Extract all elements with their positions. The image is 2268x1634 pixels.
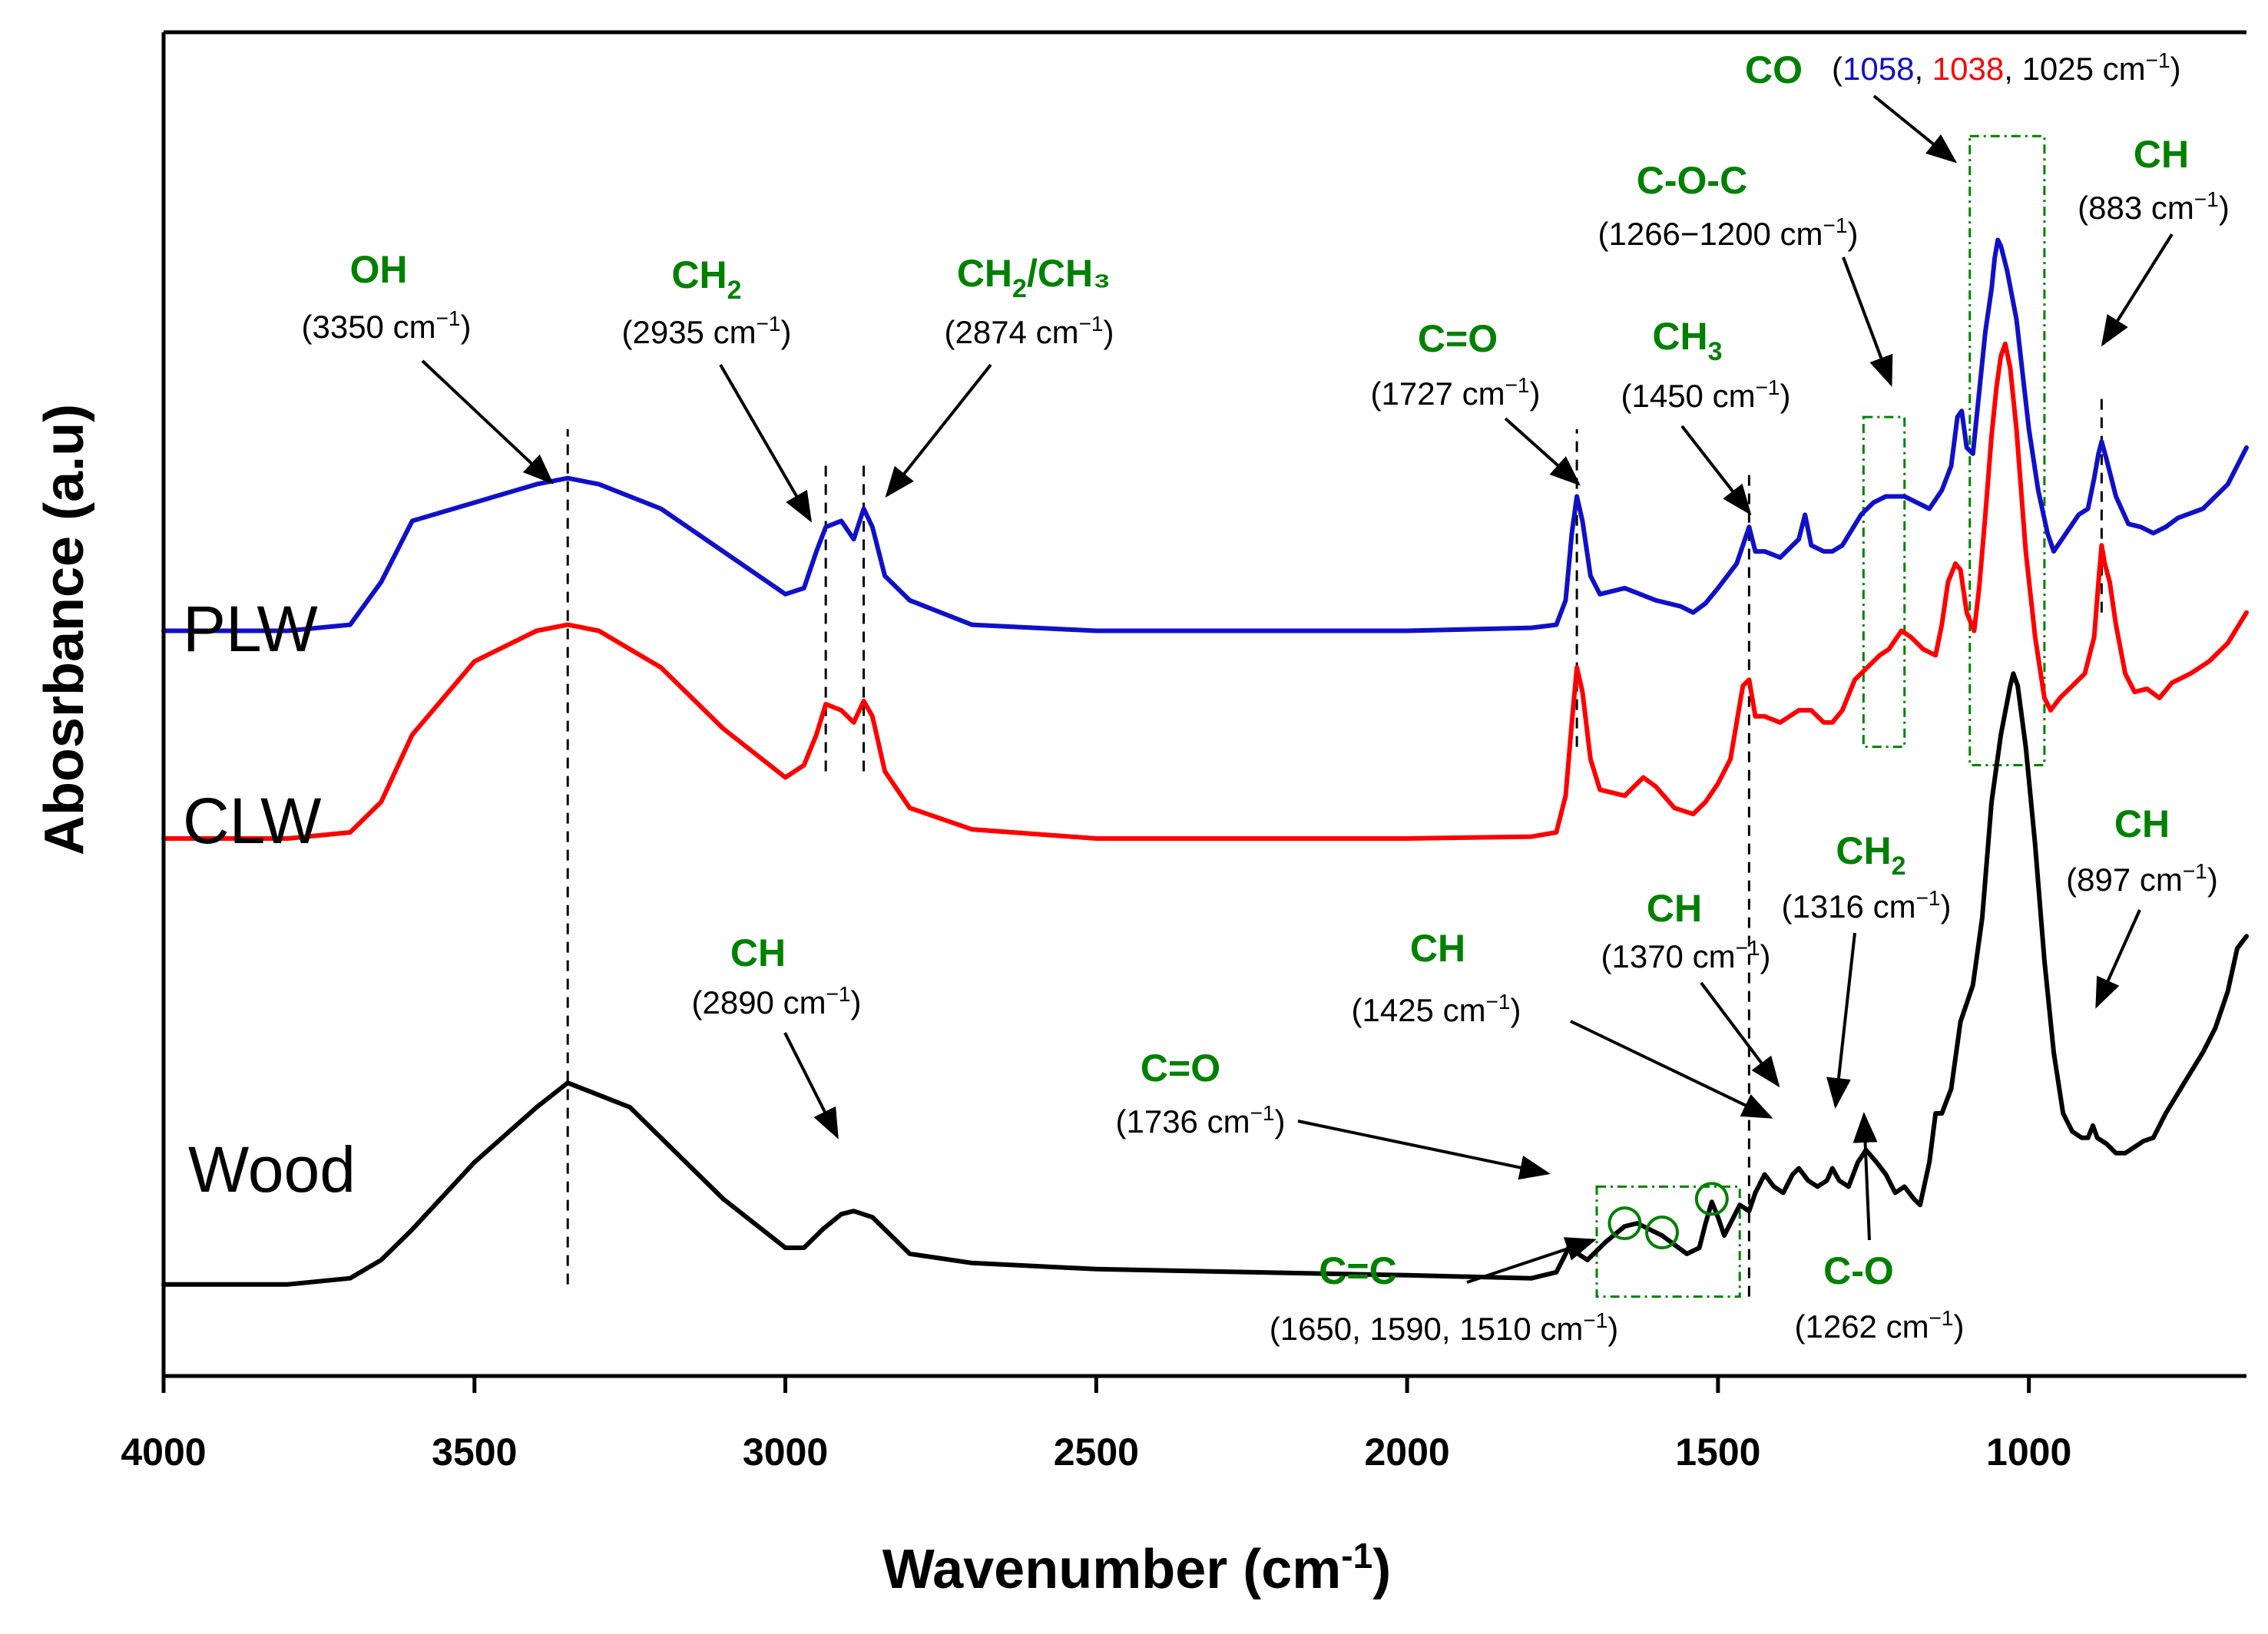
annotation-wavenumber: (1450 cm−1) [1621,375,1790,414]
annotation-wavenumber: (1370 cm−1) [1601,936,1770,974]
annotation-group-label: CH [1647,887,1702,930]
annotation-wavenumber: (1266−1200 cm−1) [1598,213,1859,252]
annotation-wavenumber: (2874 cm−1) [944,312,1114,350]
y-axis-title: Abosrbance (a.u) [34,404,95,855]
x-axis-ticks: 4000 3500 3000 2500 2000 1500 1000 [121,1376,2071,1474]
x-tick-label: 2000 [1364,1431,1449,1474]
annotation-wavenumber: (1425 cm−1) [1351,990,1521,1028]
x-tick-label: 1500 [1675,1431,1760,1474]
annotation-arrow [1504,417,1581,486]
annotation-arrow [1826,932,1856,1109]
highlight-box [1595,1185,1741,1298]
x-tick-label: 2500 [1054,1431,1139,1474]
peak-annotation: OH (3350 cm−1) [301,248,554,485]
peak-circle [1645,1216,1680,1250]
annotation-arrow [1842,256,1893,387]
co-annotation: CO (1058, 1038, 1025 cm−1) [1745,48,2181,164]
annotation-wavenumber: (1262 cm−1) [1794,1306,1964,1345]
annotation-group-label: CH [2114,802,2170,845]
annotation-arrow [421,359,554,485]
series-label-clw: CLW [183,785,321,857]
annotation-wavenumber: (883 cm−1) [2078,187,2230,226]
annotation-arrow [1466,1237,1597,1284]
peak-circle-layer [1607,1182,1729,1250]
annotation-group-label: OH [350,248,408,291]
annotation-group-label: CH [1410,927,1465,970]
annotation-group-label: C=O [1418,317,1498,360]
peak-annotation: CH2/CH₃ (2874 cm−1) [885,252,1114,498]
annotation-wavenumber: (3350 cm−1) [301,306,471,345]
annotation-group-label: CH [730,931,786,974]
annotation-layer: OH (3350 cm−1) CH2 (2935 cm−1) CH2/CH₃ (2874 … [301,48,2229,1347]
annotation-group-label: CH2 [1836,829,1905,881]
peak-circle [1607,1206,1642,1241]
annotation-arrow [719,363,813,523]
annotation-group-label: CH2 [671,253,741,305]
highlight-box [1862,415,1906,749]
annotation-group-label: CH2/CH₃ [957,252,1111,303]
annotation-wavenumber: (1736 cm−1) [1115,1101,1285,1140]
annotation-group-label: C-O [1823,1249,1894,1292]
annotation-group-label: C-O-C [1637,159,1747,202]
peak-annotation: C=O (1727 cm−1) [1370,317,1581,486]
annotation-wavenumber: (2935 cm−1) [621,312,791,350]
peak-annotation: C=O (1736 cm−1) [1115,1047,1551,1180]
peak-annotation: CH2 (2935 cm−1) [621,253,813,523]
series-line-wood [161,671,2249,1287]
annotation-arrow [885,363,992,498]
peak-annotation: CH (883 cm−1) [2078,133,2230,347]
series-line-plw [161,237,2249,633]
annotation-arrow [1680,425,1752,516]
peak-annotation: C-O-C (1266−1200 cm−1) [1598,159,1893,387]
annotation-wavenumber: (2890 cm−1) [691,982,861,1020]
annotation-arrow [783,1032,839,1140]
peak-annotation: C-O (1262 cm−1) [1794,1112,1965,1345]
annotation-wavenumber: (1650, 1590, 1510 cm−1) [1270,1308,1619,1347]
peak-annotation: CH3 (1450 cm−1) [1621,315,1791,516]
x-tick-label: 1000 [1986,1431,2071,1474]
x-tick-label: 4000 [121,1431,206,1474]
annotation-arrow [2101,233,2174,347]
series-layer [161,237,2249,1287]
annotation-wavenumber: (897 cm−1) [2066,859,2218,898]
annotation-arrow [1700,981,1780,1088]
annotation-wavenumber: (1727 cm−1) [1370,373,1540,412]
peak-annotation: CH (897 cm−1) [2066,802,2218,1009]
x-tick-label: 3500 [432,1431,517,1474]
peak-annotation: C=C (1650, 1590, 1510 cm−1) [1270,1237,1619,1347]
peak-annotation: CH (2890 cm−1) [691,931,862,1140]
peak-annotation: CH (1370 cm−1) [1601,887,1780,1088]
annotation-wavenumber: (1058, 1038, 1025 cm−1) [1832,48,2181,87]
annotation-arrow [1297,1120,1551,1180]
annotation-arrow [1852,1112,1878,1241]
x-tick-label: 3000 [743,1431,828,1474]
annotation-arrow [1872,94,1958,164]
peak-circle [1694,1182,1729,1216]
x-axis-title: Wavenumber (cm-1) [882,1536,1391,1600]
peak-annotation: CH (1425 cm−1) [1351,927,1773,1119]
series-label-wood: Wood [188,1133,356,1206]
annotation-wavenumber: (1316 cm−1) [1781,886,1951,925]
annotation-arrow [2095,909,2141,1009]
annotation-group-label: CO [1745,48,1803,91]
peak-annotation: CH2 (1316 cm−1) [1781,829,1952,1109]
annotation-group-label: CH3 [1652,315,1722,366]
series-label-plw: PLW [183,593,318,665]
annotation-arrow [1570,1020,1773,1119]
annotation-group-label: C=O [1141,1047,1220,1090]
annotation-group-label: CH [2134,133,2189,176]
series-line-clw [161,341,2249,841]
annotation-group-label: C=C [1319,1249,1396,1292]
